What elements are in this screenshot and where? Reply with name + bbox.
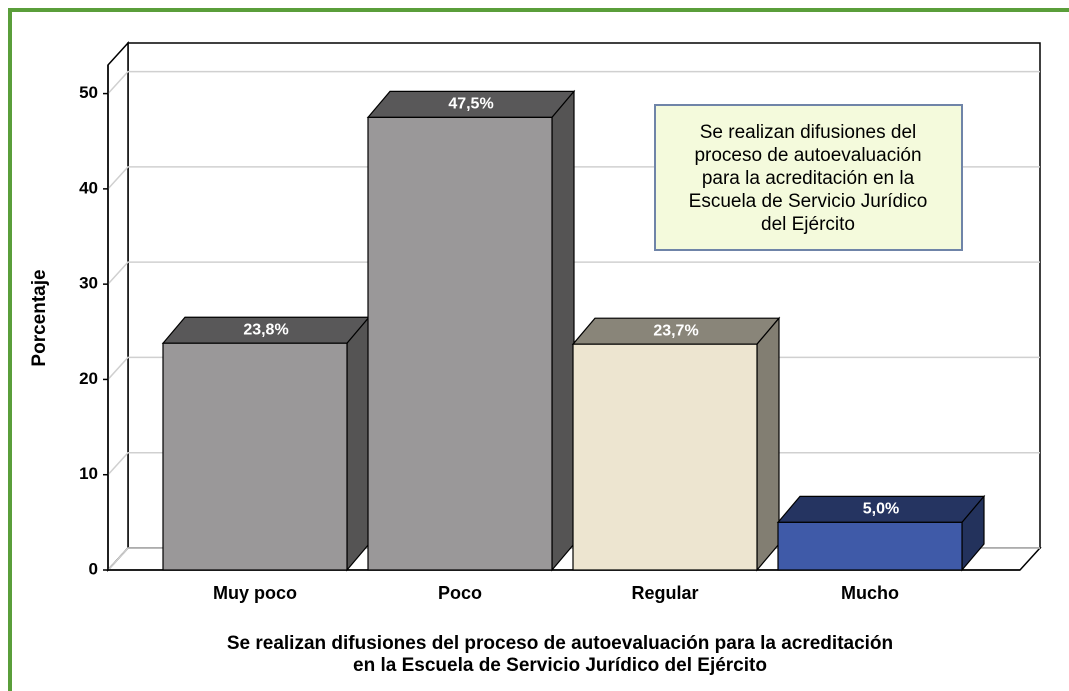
x-axis-title: en la Escuela de Servicio Jurídico del E… xyxy=(353,655,767,676)
page-border xyxy=(8,8,1069,691)
left-wall xyxy=(107,41,129,572)
bar-side xyxy=(756,316,780,572)
grid-line xyxy=(107,70,1040,95)
annotation-text: para la acreditación en la xyxy=(702,168,915,189)
y-tick-label: 40 xyxy=(79,178,98,197)
y-tick-label: 30 xyxy=(79,274,98,293)
bar-side xyxy=(346,315,370,572)
x-tick-label: Muy poco xyxy=(213,583,297,603)
x-axis-title: Se realizan difusiones del proceso de au… xyxy=(227,633,893,654)
y-tick-label: 20 xyxy=(79,369,98,388)
y-axis-title: Porcentaje xyxy=(29,269,50,366)
y-tick-label: 10 xyxy=(79,464,98,483)
value-label: 47,5% xyxy=(448,96,493,113)
bar xyxy=(367,116,553,571)
y-tick-label: 50 xyxy=(79,83,98,102)
value-label: 23,8% xyxy=(243,321,288,338)
y-tick-label: 0 xyxy=(89,559,98,578)
bar xyxy=(572,343,758,571)
bar xyxy=(777,521,963,571)
annotation-text: Se realizan difusiones del xyxy=(700,122,917,143)
x-tick-label: Mucho xyxy=(841,583,899,603)
value-label: 23,7% xyxy=(653,322,698,339)
annotation-text: Escuela de Servicio Jurídico xyxy=(689,191,928,212)
annotation-box xyxy=(654,104,963,251)
bar xyxy=(162,342,348,571)
annotation-text: proceso de autoevaluación xyxy=(694,145,921,166)
annotation-text: del Ejército xyxy=(761,214,855,235)
bar-side xyxy=(551,89,575,572)
x-tick-label: Poco xyxy=(438,583,482,603)
x-tick-label: Regular xyxy=(631,583,698,603)
value-label: 5,0% xyxy=(863,501,899,518)
grid-line xyxy=(107,261,1040,285)
